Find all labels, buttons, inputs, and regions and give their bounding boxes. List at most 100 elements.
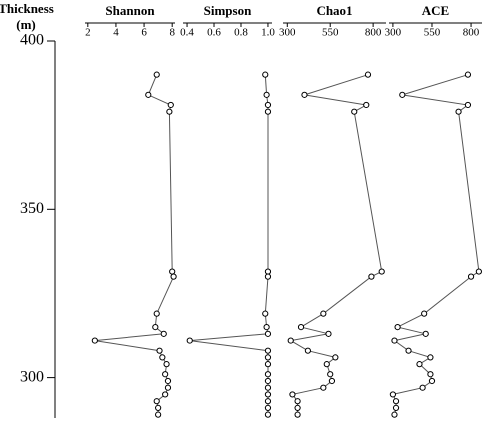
data-point [392,398,400,405]
data-point [475,268,482,275]
data-point [332,354,339,361]
data-point [320,384,327,391]
x-tick-label: 6 [141,27,147,39]
data-point [301,91,308,98]
data-point [153,310,160,317]
data-point [264,371,272,378]
data-point [170,273,177,280]
x-tick-label: 800 [365,27,382,39]
x-tick-label: 0.4 [180,27,194,39]
data-point [325,330,332,337]
data-point [155,411,162,418]
panel-title: Chao1 [316,3,352,18]
data-point [264,404,272,412]
x-tick-label: 4 [113,27,119,39]
panel-title: Simpson [204,3,252,18]
data-point [428,377,436,385]
data-point [297,324,305,331]
data-point [263,324,270,331]
data-point [264,391,272,398]
profile-line [94,74,175,415]
data-point [294,404,301,412]
x-tick-label: 300 [279,27,296,39]
data-point [378,268,385,275]
data-point [287,337,294,344]
y-tick-label: 300 [20,368,44,385]
data-point [368,273,375,280]
data-point [264,347,272,354]
data-point [264,384,272,391]
data-point [391,337,398,344]
data-point [164,384,172,391]
data-point [392,404,400,412]
data-point [264,268,272,275]
data-point [160,330,167,337]
data-point [323,361,330,368]
data-point [294,411,301,418]
x-tick-label: 0.6 [207,27,221,39]
data-point [156,347,163,354]
data-point [262,310,269,317]
data-point [327,371,334,378]
data-point [159,354,166,361]
data-point [153,71,160,78]
data-point [163,361,170,368]
x-tick-label: 8 [169,27,175,39]
data-point [162,391,169,398]
y-tick-label: 350 [20,200,44,217]
data-point [264,273,272,280]
data-point [320,310,327,317]
data-point [294,398,301,405]
data-point [264,361,272,368]
data-point [164,377,172,385]
data-point [328,377,336,385]
data-point [427,354,434,361]
y-axis-label: Thickness [0,1,54,16]
data-point [421,310,428,317]
data-point [394,324,401,331]
x-tick-label: 300 [385,27,402,39]
data-point [399,91,406,98]
x-tick-label: 0.8 [234,27,248,39]
y-tick-label: 400 [20,32,44,49]
data-point [427,371,434,378]
data-point [391,411,398,418]
data-point [351,108,358,115]
data-point [262,71,269,78]
data-point [91,337,98,344]
x-tick-label: 2 [85,27,91,39]
data-point [263,91,270,98]
data-point [162,371,169,378]
x-tick-label: 550 [424,27,441,39]
data-point [264,108,272,115]
data-point [169,268,176,275]
data-point [155,404,162,412]
data-point [464,101,472,109]
data-point [455,108,462,115]
panel-title: ACE [422,3,449,18]
profile-line [189,74,269,415]
data-point [363,101,370,109]
data-point [389,391,397,398]
data-point [264,354,272,361]
data-point [416,361,423,368]
data-point [304,347,311,354]
data-point [264,398,272,405]
data-point [145,91,152,98]
data-point [166,108,173,115]
data-point [464,71,472,78]
data-point [264,411,272,418]
data-point [405,347,412,354]
data-point [167,101,174,109]
x-tick-label: 550 [322,27,339,39]
data-point [264,377,272,385]
y-axis-label: (m) [16,17,36,32]
data-point [289,391,296,398]
x-tick-label: 800 [463,27,480,39]
profile-line [392,74,480,415]
x-tick-label: 1.0 [261,27,275,39]
data-point [264,101,272,109]
data-point [152,324,159,331]
